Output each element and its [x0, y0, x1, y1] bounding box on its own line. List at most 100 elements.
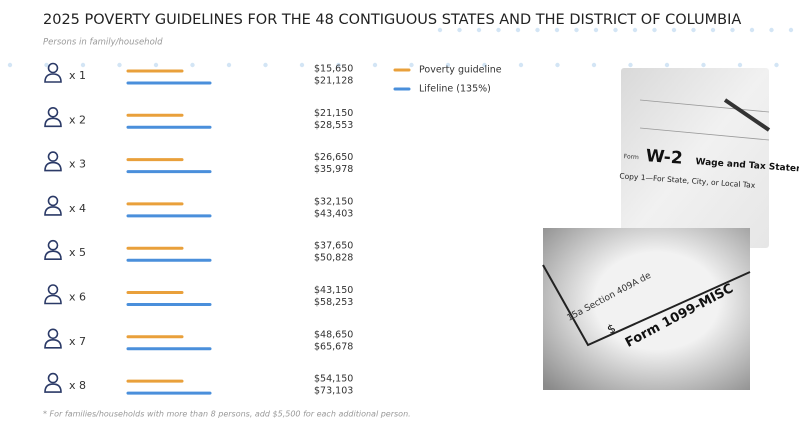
form-line: [639, 99, 770, 113]
person-body: [44, 117, 62, 128]
dot: [437, 27, 443, 33]
dot: [445, 62, 451, 68]
dot: [263, 62, 268, 68]
person-body: [44, 338, 62, 349]
person-count: x 6: [69, 291, 86, 304]
row: x 6 $43,150$58,253: [44, 284, 353, 308]
person-count: x 1: [69, 69, 86, 82]
dot: [591, 62, 597, 68]
row: x 7 $48,650$65,678: [44, 328, 353, 352]
person-count: x 4: [69, 202, 86, 215]
dot: [632, 27, 638, 33]
footnote: * For families/households with more than…: [43, 410, 411, 419]
poverty-value: $15,650: [314, 64, 353, 75]
photo-background: [621, 68, 769, 248]
person-count: x 7: [69, 335, 86, 348]
lifeline-value: $28,553: [314, 120, 353, 131]
poverty-value: $37,650: [314, 241, 353, 252]
legend-label: Lifeline (135%): [419, 84, 491, 95]
title: 2025 POVERTY GUIDELINES FOR THE 48 CONTI…: [43, 12, 741, 28]
poverty-value: $43,150: [314, 285, 353, 296]
lifeline-value: $65,678: [314, 341, 353, 352]
lifeline-value: $43,403: [314, 208, 353, 219]
dot: [336, 62, 341, 68]
dot: [664, 62, 670, 68]
legend-label: Poverty guideline: [419, 65, 502, 76]
dot: [190, 62, 195, 68]
legend: Poverty guideline Lifeline (135%): [393, 65, 502, 95]
dot: [710, 27, 716, 33]
dot: [535, 27, 540, 33]
person-head: [47, 239, 59, 251]
person-count: x 2: [69, 113, 86, 126]
person-count: x 5: [69, 246, 86, 259]
w2-form-label: Form: [624, 153, 640, 161]
w2-photo: Form W-2 Wage and Tax Statement Copy 1—F…: [619, 68, 799, 248]
1099-photo: 15a Section 409A de $ Form 1099-MISC: [542, 228, 751, 390]
person-head: [47, 284, 59, 295]
dot: [652, 27, 657, 33]
dot: [701, 62, 706, 68]
poverty-value: $48,650: [314, 329, 353, 340]
lifeline-value: $58,253: [314, 297, 353, 308]
form-border: [542, 264, 751, 347]
lifeline-value: $73,103: [314, 386, 353, 397]
person-count: x 3: [69, 158, 86, 171]
person-body: [44, 294, 62, 305]
dot: [613, 27, 618, 33]
form-line: [639, 127, 770, 141]
lifeline-value: $35,978: [314, 164, 353, 175]
dot: [80, 62, 86, 68]
poverty-value: $21,150: [314, 108, 353, 119]
dot: [554, 27, 560, 33]
dot: [476, 27, 482, 33]
dot: [482, 62, 487, 68]
dot: [730, 27, 735, 33]
dot: [691, 27, 696, 33]
row: x 8 $54,150$73,103: [44, 372, 353, 397]
dot: [226, 62, 232, 68]
dot: [299, 62, 305, 68]
dot: [153, 62, 159, 68]
dot: [518, 62, 524, 68]
dot: [769, 27, 774, 33]
dot: [788, 27, 794, 33]
person-head: [47, 107, 59, 118]
dot: [574, 27, 579, 33]
dot: [593, 27, 599, 33]
dot: [457, 27, 462, 33]
dot: [555, 62, 560, 68]
dot: [7, 62, 13, 68]
person-head: [47, 372, 59, 384]
dot: [671, 27, 677, 33]
lifeline-value: $50,828: [314, 253, 353, 264]
row: x 2 $21,150$28,553: [44, 107, 353, 131]
row: x 1 $15,650$21,128: [44, 62, 353, 87]
dot: [117, 62, 122, 68]
dot: [749, 27, 755, 33]
person-head: [47, 62, 59, 74]
dot: [409, 62, 414, 68]
person-body: [44, 73, 62, 83]
dot: [774, 62, 779, 68]
dot: [737, 62, 743, 68]
person-body: [44, 161, 62, 172]
row: x 4 $32,150$43,403: [44, 195, 353, 219]
person-body: [44, 206, 62, 216]
person-count: x 8: [69, 379, 86, 392]
person-head: [47, 328, 59, 340]
dot: [44, 62, 49, 68]
dot: [496, 27, 501, 33]
subtitle: Persons in family/household: [43, 38, 163, 48]
pen: [723, 98, 771, 132]
dot: [515, 27, 521, 33]
poverty-value: $54,150: [314, 374, 353, 385]
poverty-value: $26,650: [314, 152, 353, 163]
row: x 5 $37,650$50,828: [44, 239, 353, 264]
person-body: [44, 250, 62, 260]
dot: [628, 62, 633, 68]
person-head: [47, 195, 59, 207]
w2-code: W-2: [645, 146, 683, 169]
row: x 3 $26,650$35,978: [44, 151, 353, 175]
